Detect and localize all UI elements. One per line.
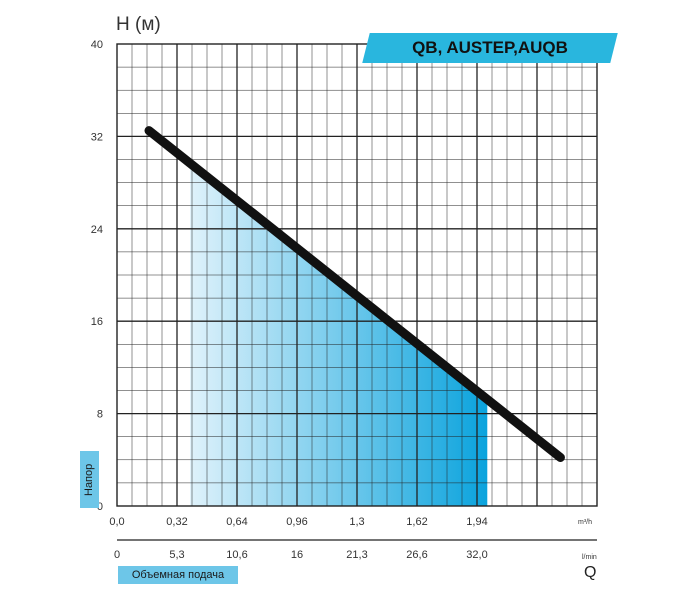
flow-axis-label: Q (584, 564, 597, 581)
y-tick-label: 16 (91, 316, 103, 328)
x-tick-label-secondary: 21,3 (346, 549, 367, 561)
y-axis-label: H (м) (116, 14, 161, 35)
y-tick-label: 24 (91, 224, 103, 236)
x-tick-label-primary: 1,62 (406, 516, 427, 528)
head-tab-background (80, 451, 99, 508)
y-tick-label: 40 (91, 39, 103, 51)
x-tick-label-secondary: 26,6 (406, 549, 427, 561)
x-tick-label-secondary: 10,6 (226, 549, 247, 561)
flow-tab-label: Объемная подача (118, 566, 238, 584)
x-tick-label-primary: 0,32 (166, 516, 187, 528)
y-tick-label: 8 (97, 409, 103, 421)
x-tick-label-primary: 0,0 (109, 516, 124, 528)
secondary-unit-label: l/min (582, 554, 597, 561)
head-tab-label: Напор (83, 463, 95, 496)
x-tick-label-primary: 1,3 (349, 516, 364, 528)
x-tick-label-primary: 0,64 (226, 516, 247, 528)
model-banner: QB, AUSTEP,AUQB (412, 38, 568, 57)
x-tick-label-primary: 1,94 (466, 516, 487, 528)
primary-unit-label: m³/h (578, 519, 592, 526)
x-tick-label-secondary: 5,3 (169, 549, 184, 561)
operating-range-fill (190, 163, 488, 506)
y-tick-label: 0 (97, 501, 103, 513)
x-tick-label-primary: 0,96 (286, 516, 307, 528)
plot-frame (116, 43, 598, 507)
pump-curve-line (144, 126, 565, 462)
x-tick-label-secondary: 0 (114, 549, 120, 561)
x-tick-label-secondary: 32,0 (466, 549, 487, 561)
y-tick-label: 32 (91, 131, 103, 143)
x-tick-label-secondary: 16 (291, 549, 303, 561)
